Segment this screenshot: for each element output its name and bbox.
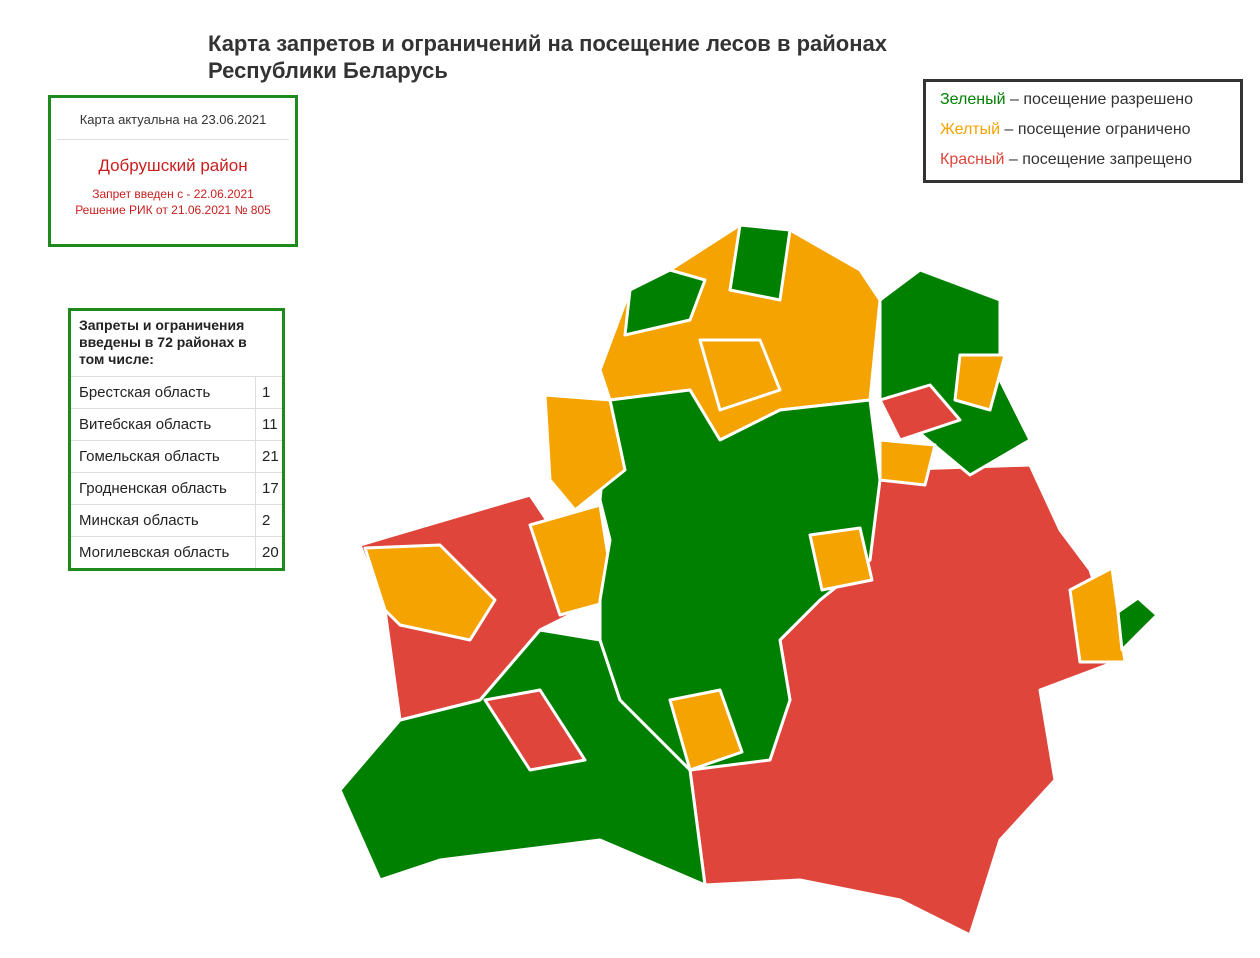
region <box>668 688 744 772</box>
table-row: Гомельская область 21 <box>71 440 282 473</box>
table-header: Запреты и ограничения введены в 72 район… <box>79 317 247 367</box>
region-name: Минская область <box>71 504 256 537</box>
table-row: Минская область 2 <box>71 504 282 537</box>
title-line: Карта запретов и ограничений на посещени… <box>208 31 887 56</box>
title: Карта запретов и ограничений на посещени… <box>208 30 887 84</box>
table-row: Витебская область 11 <box>71 408 282 441</box>
map <box>338 223 1159 937</box>
info-box: Карта актуальна на 23.06.2021 Добрушский… <box>48 95 298 247</box>
legend-color-name: Зеленый <box>940 91 1006 108</box>
info-date: Карта актуальна на 23.06.2021 <box>57 98 289 140</box>
info-district: Добрушский район <box>98 156 248 175</box>
region <box>878 383 962 442</box>
table: Брестская область 1 Витебская область 11 Гом… <box>71 376 282 568</box>
region-count: 21 <box>255 440 282 473</box>
region-name: Гродненская область <box>71 472 256 505</box>
region <box>483 688 587 772</box>
legend-text: – посещение разрешено <box>1010 91 1194 108</box>
stats-table: Запреты и ограничения введены в 72 район… <box>68 308 285 571</box>
region-count: 1 <box>255 376 282 409</box>
region <box>598 388 882 772</box>
legend-item: Зеленый – посещение разрешено <box>940 91 1240 112</box>
info-decision: Решение РИК от 21.06.2021 № 805 <box>75 203 271 217</box>
region <box>698 338 782 412</box>
region-count: 17 <box>255 472 282 505</box>
region-count: 11 <box>255 408 282 441</box>
table-row: Брестская область 1 <box>71 376 282 409</box>
region-count: 20 <box>255 536 282 568</box>
region <box>1116 596 1159 652</box>
region <box>953 353 1007 412</box>
legend-color-name: Желтый <box>940 121 1001 138</box>
region <box>623 268 707 337</box>
region-count: 2 <box>255 504 282 537</box>
legend-color-name: Красный <box>940 151 1005 168</box>
region-name: Витебская область <box>71 408 256 441</box>
region-name: Гомельская область <box>71 440 256 473</box>
legend-item: Желтый – посещение ограничено <box>940 121 1240 142</box>
info-ban: Запрет введен с - 22.06.2021 <box>92 187 254 201</box>
region <box>363 543 497 642</box>
region-name: Могилевская область <box>71 536 256 568</box>
table-row: Гродненская область 17 <box>71 472 282 505</box>
region <box>808 526 874 592</box>
region <box>878 438 937 487</box>
title-line: Республики Беларусь <box>208 58 448 83</box>
legend-item: Красный – посещение запрещено <box>940 151 1240 172</box>
region <box>1068 566 1127 664</box>
legend-text: – посещение запрещено <box>1008 151 1192 168</box>
region <box>728 223 792 302</box>
legend: Зеленый – посещение разрешено Желтый – по… <box>923 79 1243 183</box>
region <box>543 393 627 512</box>
table-row: Могилевская область 20 <box>71 536 282 568</box>
region-name: Брестская область <box>71 376 256 409</box>
legend-text: – посещение ограничено <box>1004 121 1191 138</box>
